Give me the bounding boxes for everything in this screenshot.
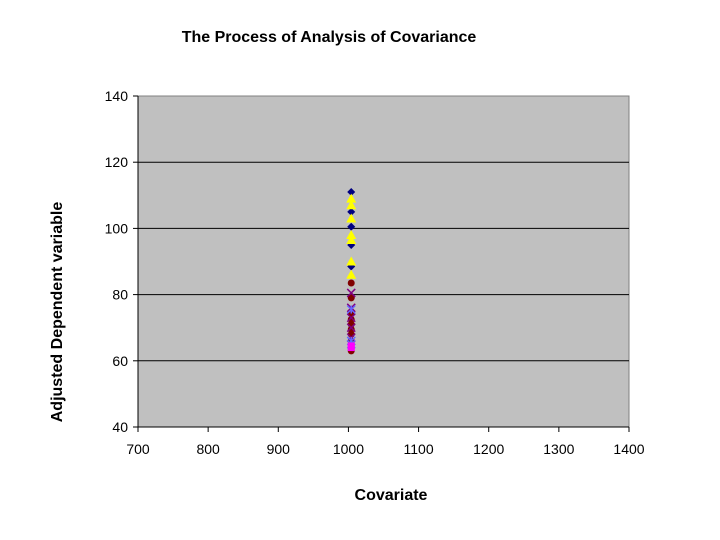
data-point-x bbox=[346, 323, 356, 333]
data-point-diamond bbox=[347, 187, 356, 196]
data-point-circle bbox=[347, 279, 355, 287]
data-point-star bbox=[346, 304, 356, 315]
x-tick-label: 800 bbox=[196, 441, 220, 457]
data-points bbox=[346, 187, 357, 355]
x-tick-label: 1200 bbox=[473, 441, 504, 457]
data-point-x bbox=[346, 313, 356, 323]
data-point-triangle bbox=[346, 269, 357, 279]
x-tick-label: 1400 bbox=[613, 441, 644, 457]
x-tick-label: 900 bbox=[267, 441, 291, 457]
gridlines bbox=[138, 161, 629, 362]
chart-title: The Process of Analysis of Covariance bbox=[182, 29, 477, 46]
y-axis-title: Adjusted Dependent variable bbox=[49, 202, 66, 423]
data-point-triangle bbox=[346, 234, 357, 244]
x-tick-labels: 700 800 900 1000 1100 1200 1300 1400 bbox=[126, 441, 644, 457]
x-axis-title: Covariate bbox=[355, 487, 428, 504]
y-tick-labels: 40 60 80 100 120 140 bbox=[105, 88, 129, 435]
y-tick-label: 140 bbox=[105, 88, 129, 104]
data-point-triangle bbox=[346, 256, 357, 266]
data-point-diamond bbox=[347, 207, 356, 216]
plot-area bbox=[137, 95, 630, 428]
x-tick-label: 1000 bbox=[333, 441, 364, 457]
data-point-circle bbox=[347, 294, 355, 302]
data-point-triangle bbox=[346, 193, 357, 203]
data-point-circle bbox=[347, 315, 355, 323]
data-point-x bbox=[346, 288, 356, 298]
y-tick-label: 40 bbox=[112, 419, 128, 435]
x-tick-label: 700 bbox=[126, 441, 150, 457]
x-tick-label: 1300 bbox=[543, 441, 574, 457]
y-tick-label: 100 bbox=[105, 220, 129, 236]
data-point-triangle bbox=[346, 213, 357, 223]
y-tick-label: 120 bbox=[105, 154, 129, 170]
data-point-triangle bbox=[346, 230, 357, 240]
data-point-triangle bbox=[346, 200, 357, 210]
x-tick-label: 1100 bbox=[404, 441, 434, 457]
data-point-square bbox=[347, 344, 355, 352]
data-point-diamond bbox=[347, 222, 356, 231]
y-tick-label: 80 bbox=[112, 287, 128, 303]
y-tick-label: 60 bbox=[112, 353, 128, 369]
data-point-circle bbox=[347, 325, 355, 333]
axes bbox=[133, 95, 630, 432]
